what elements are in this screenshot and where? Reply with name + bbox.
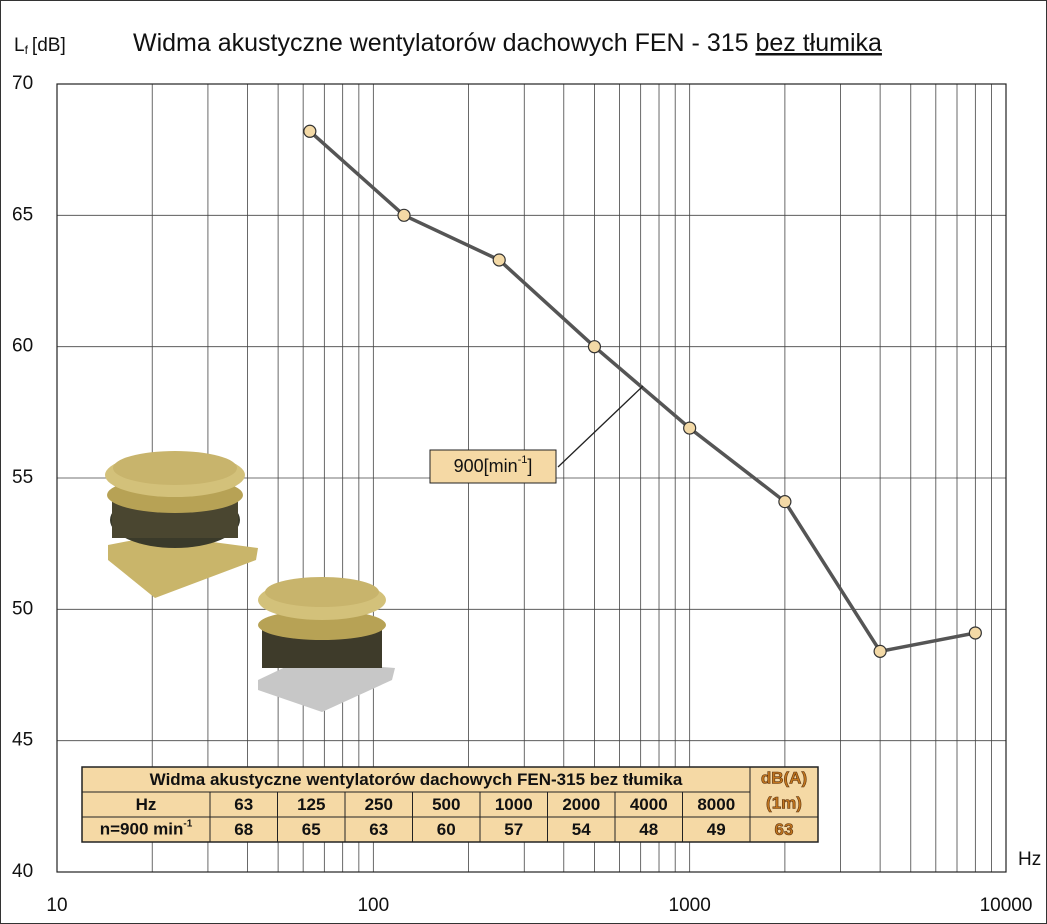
y-tick-label: 45: [12, 730, 33, 751]
point: [492, 253, 506, 267]
y-label-sub: f: [25, 43, 29, 57]
point: [873, 644, 887, 658]
data-table: Widma akustyczne wentylatorów dachowych …: [81, 766, 819, 843]
x-tick-label: 100: [357, 895, 389, 916]
annotation-close: ]: [527, 456, 532, 476]
table-value: 48: [639, 820, 658, 839]
annotation-text: 900[min: [454, 456, 518, 476]
x-tick-label: 1000: [669, 895, 711, 916]
annotation-sup: -1: [518, 454, 528, 466]
annotation: 900[min-1]: [454, 454, 533, 476]
y-tick-label: 70: [12, 73, 33, 94]
row-label-main: n=900 min: [100, 820, 184, 839]
table-value: 68: [234, 820, 253, 839]
fan-illustration: [105, 451, 258, 598]
table-value: 57: [504, 820, 523, 839]
table-value: 65: [302, 820, 321, 839]
table-dba-header: (1m): [766, 793, 802, 812]
point: [397, 208, 411, 222]
point: [303, 124, 317, 138]
table-dba-header: dB(A): [761, 768, 807, 787]
y-label: Lf [dB]: [14, 35, 66, 57]
row-label-sup: -1: [183, 818, 192, 829]
title-main: Widma akustyczne wentylatorów dachowych …: [133, 29, 749, 57]
table-value: 60: [437, 820, 456, 839]
table-value: 49: [707, 820, 726, 839]
table-bg: [81, 766, 819, 843]
x-label: Hz: [1018, 849, 1041, 870]
y-tick-label: 60: [12, 336, 33, 357]
table-hz: 4000: [630, 795, 668, 814]
y-tick-label: 65: [12, 204, 33, 225]
annotation-leader: [557, 385, 644, 468]
plot-border: [56, 83, 1007, 873]
x-tick-label: 10000: [980, 895, 1033, 916]
table-hz: 250: [365, 795, 393, 814]
table-value: 63: [369, 820, 388, 839]
table-title: Widma akustyczne wentylatorów dachowych …: [150, 770, 683, 789]
table-hz: 8000: [697, 795, 735, 814]
table-row-label: n=900 min-1: [100, 818, 193, 839]
y-label-main: L: [14, 35, 25, 56]
table-hz: 500: [432, 795, 460, 814]
y-tick-label: 40: [12, 861, 33, 882]
y-tick-label: 50: [12, 598, 33, 619]
title-emphasis: bez tłumika: [755, 29, 882, 57]
table-hz: 2000: [562, 795, 600, 814]
point: [968, 626, 982, 640]
table-value: 54: [572, 820, 591, 839]
chart-title: Widma akustyczne wentylatorów dachowych …: [133, 29, 882, 57]
annotation-box: [429, 449, 557, 484]
table-hz: 63: [234, 795, 253, 814]
fan-illustration: [258, 577, 395, 712]
table-hz: 1000: [495, 795, 533, 814]
x-tick-label: 10: [46, 895, 67, 916]
y-tick-label: 55: [12, 467, 33, 488]
point: [778, 495, 792, 509]
table-hz: 125: [297, 795, 325, 814]
y-label-unit: [dB]: [32, 35, 66, 56]
table-dba-value: 63: [775, 820, 794, 839]
point: [683, 421, 697, 435]
point: [587, 340, 602, 354]
table-hz-label: Hz: [136, 795, 157, 814]
